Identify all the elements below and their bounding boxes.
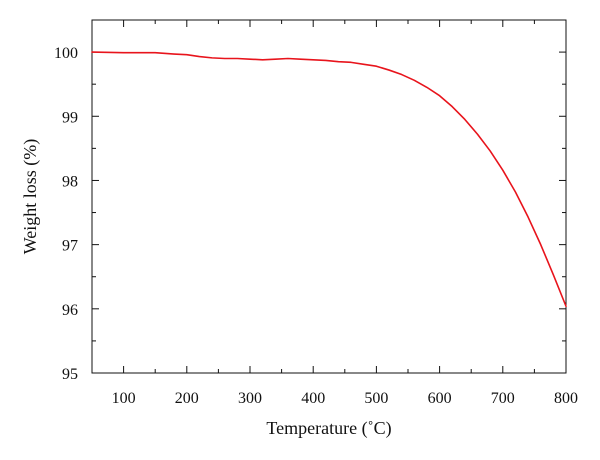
y-tick-label: 97 <box>62 238 78 255</box>
x-tick-label: 800 <box>554 390 578 407</box>
x-axis-ticks: 100 200 300 400 500 600 700 800 <box>91 20 578 407</box>
x-tick-label: 100 <box>112 390 136 407</box>
y-axis-title: Weight loss (%) <box>20 139 41 255</box>
weight-loss-curve <box>91 51 567 308</box>
plot-frame <box>91 19 567 374</box>
y-tick-label: 98 <box>62 173 78 190</box>
x-tick-label: 500 <box>364 390 388 407</box>
x-tick-label: 200 <box>175 390 199 407</box>
y-tick-label: 99 <box>62 109 78 126</box>
x-tick-label: 400 <box>301 390 325 407</box>
x-tick-label: 600 <box>428 390 452 407</box>
y-axis-ticks: 95 96 97 98 99 100 <box>54 45 566 383</box>
y-tick-label: 95 <box>62 366 78 383</box>
x-tick-label: 700 <box>491 390 515 407</box>
x-axis-title: Temperature (˚C) <box>266 418 391 439</box>
y-tick-label: 100 <box>54 45 78 62</box>
y-tick-label: 96 <box>62 302 78 319</box>
x-tick-label: 300 <box>238 390 262 407</box>
